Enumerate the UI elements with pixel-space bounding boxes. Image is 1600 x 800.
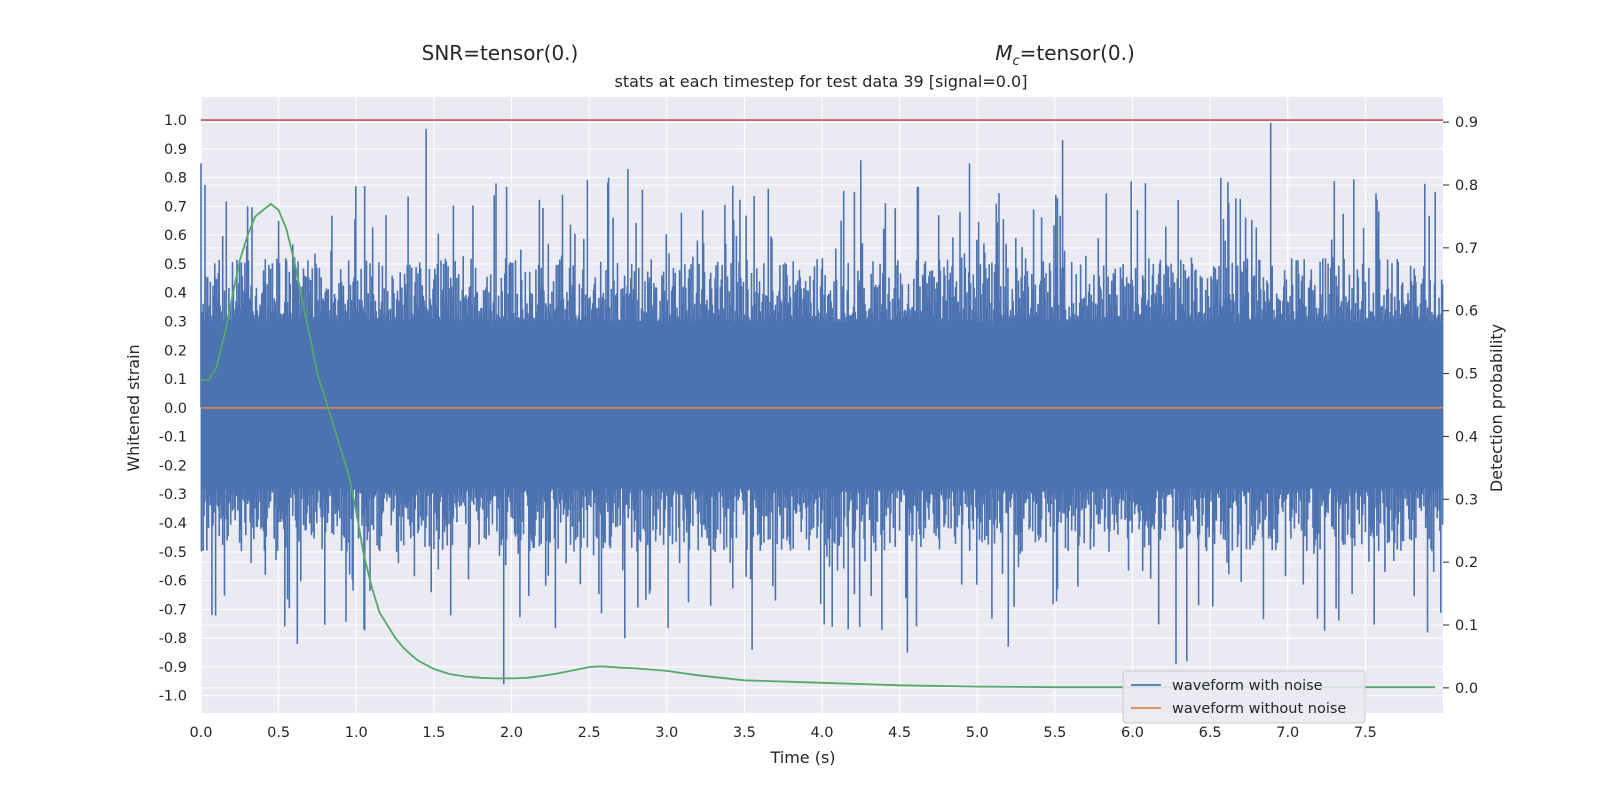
y-tick-label: -0.1 <box>159 430 187 446</box>
y-tick-label: 0.6 <box>164 228 187 244</box>
x-axis-ticks: 0.0 0.5 1.0 1.5 2.0 2.5 3.0 3.5 4.0 4.5 5.0 5.5 6.0 6… <box>189 725 1376 741</box>
noise-core-band <box>201 330 1443 480</box>
y-tick-label: 0.8 <box>164 171 187 187</box>
series-waveform-with-noise <box>200 122 1444 685</box>
x-tick-label: 3.0 <box>655 725 678 741</box>
x-tick-label: 4.5 <box>888 725 911 741</box>
y-tick-label: 0.9 <box>164 142 187 158</box>
y-tick-label: -0.4 <box>159 516 187 532</box>
y-tick-label: -0.3 <box>159 487 187 503</box>
y2-tick-label: 0.0 <box>1455 681 1478 697</box>
x-axis-label: Time (s) <box>769 748 835 767</box>
y2-tick-label: 0.3 <box>1455 492 1478 508</box>
y-tick-label: -0.8 <box>159 631 187 647</box>
x-tick-label: 4.0 <box>810 725 833 741</box>
y2-axis-label: Detection probability <box>1487 324 1506 492</box>
y-tick-label: 1.0 <box>164 113 187 129</box>
legend: waveform with noise waveform without noi… <box>1122 670 1366 724</box>
y2-tick-label: 0.8 <box>1455 178 1478 194</box>
y-tick-label: 0.5 <box>164 257 187 273</box>
series-lines <box>201 119 1443 689</box>
y2-tick-label: 0.4 <box>1455 429 1478 445</box>
y-tick-label: -0.6 <box>159 574 187 590</box>
chirp-mass-subscript: c <box>1012 54 1019 69</box>
chart-title: stats at each timestep for test data 39 … <box>615 72 1028 91</box>
y2-tick-label: 0.7 <box>1455 241 1478 257</box>
y-axis-ticks: 1.0 0.9 0.8 0.7 0.6 0.5 0.4 0.3 0.2 0.1 0.0 -0.1 -0.… <box>159 113 187 705</box>
y2-tick-label: 0.2 <box>1455 555 1478 571</box>
y-tick-label: -1.0 <box>159 689 187 705</box>
y-tick-label: 0.3 <box>164 315 187 331</box>
x-tick-label: 6.0 <box>1121 725 1144 741</box>
x-tick-label: 7.0 <box>1276 725 1299 741</box>
x-tick-label: 0.5 <box>267 725 290 741</box>
y-tick-label: 0.4 <box>164 286 187 302</box>
y-tick-label: 0.0 <box>164 401 187 417</box>
y-tick-label: -0.9 <box>159 660 187 676</box>
x-tick-label: 6.5 <box>1199 725 1222 741</box>
y-tick-label: 0.7 <box>164 199 187 215</box>
x-tick-label: 1.0 <box>345 725 368 741</box>
chirp-mass-label: Mc=tensor(0.) <box>995 41 1135 69</box>
x-tick-label: 5.0 <box>966 725 989 741</box>
y2-axis-ticks: 0.9 0.8 0.7 0.6 0.5 0.4 0.3 0.2 0.1 0.0 <box>1443 115 1478 697</box>
chirp-mass-value: =tensor(0.) <box>1020 41 1135 65</box>
x-tick-label: 7.5 <box>1354 725 1377 741</box>
legend-box <box>1122 670 1366 724</box>
y-tick-label: 0.1 <box>164 372 187 388</box>
legend-label-clean: waveform without noise <box>1172 701 1346 717</box>
y-axis-label: Whitened strain <box>124 344 143 471</box>
x-tick-label: 5.5 <box>1043 725 1066 741</box>
series-detection-probability <box>201 202 1436 689</box>
y2-tick-label: 0.1 <box>1455 618 1478 634</box>
chirp-mass-symbol: M <box>995 41 1012 65</box>
y-tick-label: 0.2 <box>164 343 187 359</box>
x-tick-label: 2.0 <box>500 725 523 741</box>
y-tick-label: -0.5 <box>159 545 187 561</box>
snr-label: SNR=tensor(0.) <box>422 41 579 65</box>
legend-label-noisy: waveform with noise <box>1172 678 1323 694</box>
y-tick-label: -0.7 <box>159 602 187 618</box>
y2-tick-label: 0.5 <box>1455 367 1478 383</box>
x-tick-label: 2.5 <box>578 725 601 741</box>
y2-tick-label: 0.6 <box>1455 304 1478 320</box>
x-tick-label: 1.5 <box>422 725 445 741</box>
y-tick-label: -0.2 <box>159 458 187 474</box>
x-tick-label: 3.5 <box>733 725 756 741</box>
y2-tick-label: 0.9 <box>1455 115 1478 131</box>
x-tick-label: 0.0 <box>189 725 212 741</box>
